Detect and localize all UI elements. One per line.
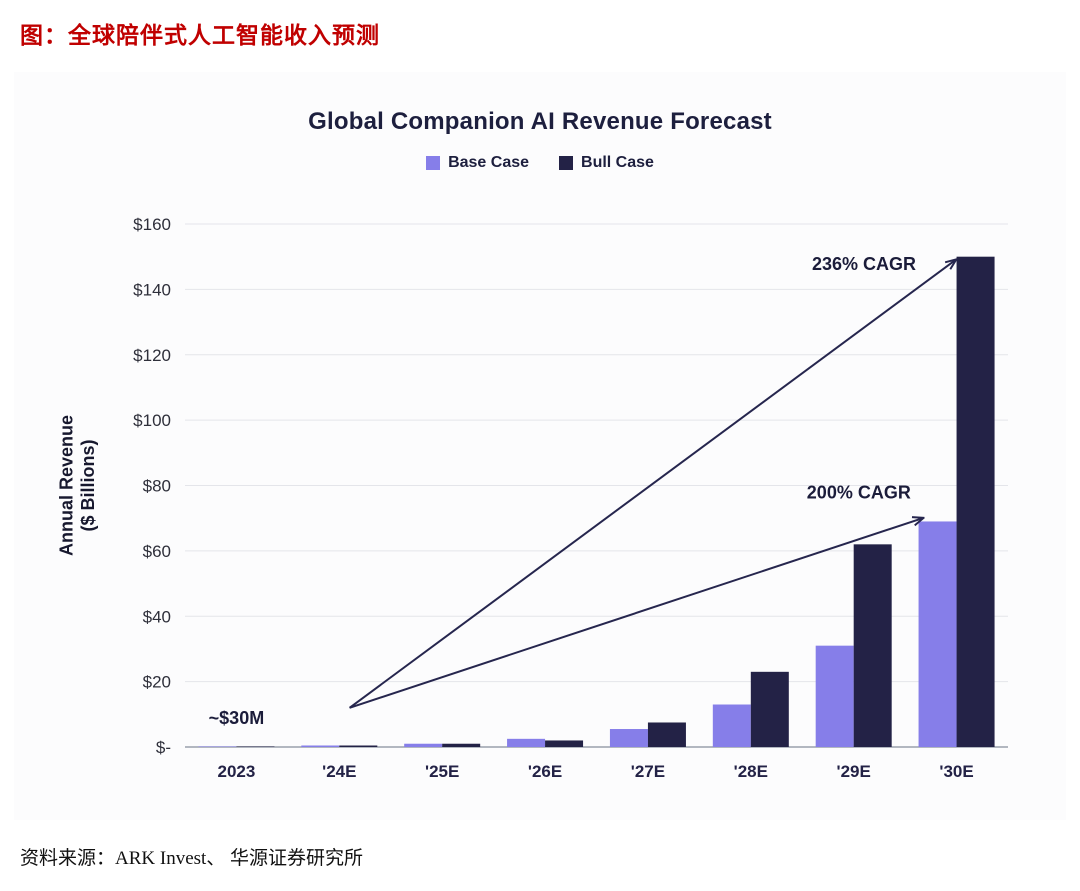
x-tick-label: '24E bbox=[322, 762, 356, 781]
bar-bull-case-25E bbox=[442, 743, 481, 747]
bar-bull-case-24E bbox=[339, 745, 378, 747]
x-tick-label: 2023 bbox=[218, 762, 256, 781]
bar-base-case-2023 bbox=[198, 746, 237, 747]
bar-bull-case-2023 bbox=[236, 746, 275, 747]
y-tick-label: $- bbox=[156, 738, 171, 757]
y-tick-label: $120 bbox=[133, 346, 171, 365]
y-tick-label: $40 bbox=[143, 607, 171, 626]
page-title: 图：全球陪伴式人工智能收入预测 bbox=[20, 23, 380, 48]
bar-base-case-25E bbox=[404, 743, 443, 747]
cagr-arrow bbox=[349, 518, 923, 709]
y-tick-label: $160 bbox=[133, 215, 171, 234]
base-case-swatch-icon bbox=[426, 156, 441, 170]
y-tick-label: $80 bbox=[143, 477, 171, 496]
bar-bull-case-26E bbox=[545, 740, 584, 747]
legend-item-bull-case: Bull Case bbox=[559, 154, 654, 172]
legend-label-base-case: Base Case bbox=[448, 154, 530, 171]
bar-base-case-24E bbox=[301, 745, 340, 747]
bar-bull-case-27E bbox=[647, 722, 686, 747]
bar-bull-case-30E bbox=[956, 256, 995, 747]
chart-legend: Base Case Bull Case bbox=[14, 154, 1066, 172]
bar-bull-case-28E bbox=[750, 671, 789, 747]
chart-plot: $- $20 $40 $60 $80 $100 $120 $140 $160 2023 '24E '2… bbox=[56, 215, 1008, 781]
point-annotation: ~$30M bbox=[209, 708, 265, 728]
y-tick-label: $60 bbox=[143, 542, 171, 561]
cagr-label: 236% CAGR bbox=[812, 254, 916, 274]
cagr-label: 200% CAGR bbox=[807, 483, 911, 503]
x-tick-label: '27E bbox=[631, 762, 665, 781]
source-note: 资料来源：ARK Invest、 华源证券研究所 bbox=[20, 848, 364, 869]
cagr-arrow bbox=[349, 260, 956, 709]
bar-base-case-30E bbox=[918, 521, 957, 747]
x-tick-label: '29E bbox=[837, 762, 871, 781]
bull-case-swatch-icon bbox=[559, 156, 574, 170]
x-tick-label: '30E bbox=[939, 762, 973, 781]
bar-base-case-27E bbox=[609, 729, 648, 747]
chart-card: Global Companion AI Revenue Forecast Bas… bbox=[14, 72, 1066, 820]
x-tick-label: '26E bbox=[528, 762, 562, 781]
y-axis-title: Annual Revenue($ Billions) bbox=[56, 415, 98, 556]
bar-base-case-26E bbox=[507, 738, 546, 747]
y-tick-label: $100 bbox=[133, 411, 171, 430]
legend-label-bull-case: Bull Case bbox=[581, 154, 654, 171]
x-tick-label: '28E bbox=[734, 762, 768, 781]
x-tick-label: '25E bbox=[425, 762, 459, 781]
bar-base-case-28E bbox=[712, 704, 751, 747]
y-tick-label: $20 bbox=[143, 673, 171, 692]
y-tick-label: $140 bbox=[133, 280, 171, 299]
legend-item-base-case: Base Case bbox=[426, 154, 529, 172]
chart-title: Global Companion AI Revenue Forecast bbox=[308, 108, 772, 135]
bar-bull-case-29E bbox=[853, 544, 892, 747]
bar-base-case-29E bbox=[815, 645, 854, 747]
